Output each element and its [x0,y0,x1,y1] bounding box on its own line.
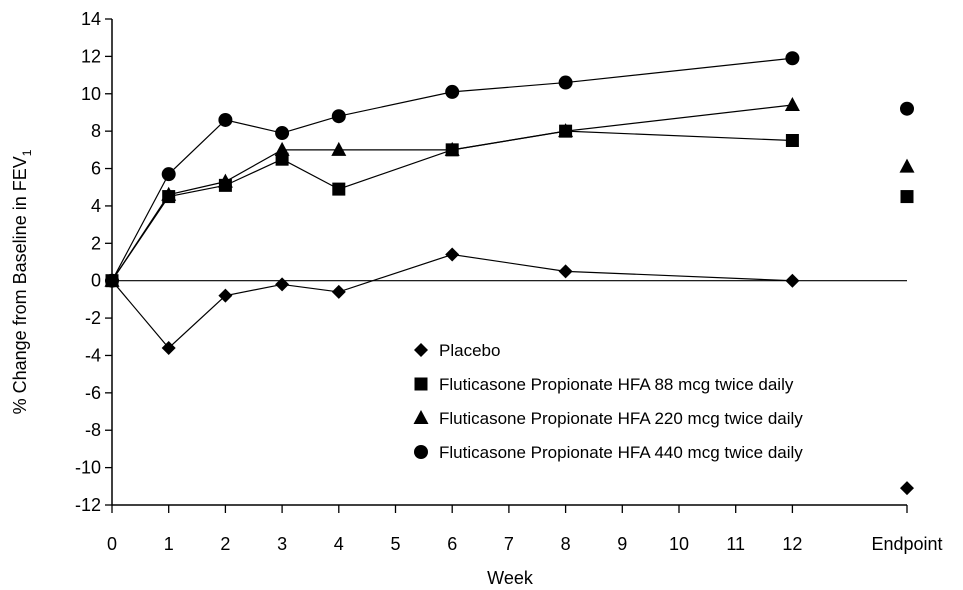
series-lines [111,57,793,349]
x-tick-label: 8 [561,534,571,554]
endpoint-point-circle [900,101,914,116]
y-tick-label: -12 [75,495,101,515]
data-point-triangle [331,141,347,156]
data-point-diamond [331,284,346,299]
legend-marker-triangle [413,410,429,424]
data-point-diamond [161,340,176,355]
x-tick-label: 1 [164,534,174,554]
x-tick-label: 7 [504,534,514,554]
legend-label: Fluticasone Propionate HFA 220 mcg twice… [439,409,803,428]
data-point-triangle [217,173,233,188]
y-axis-label-subscript: 1 [20,149,34,156]
y-axis-label: % Change from Baseline in FEV1 [10,149,34,414]
legend-marker-square [414,377,428,391]
y-tick-label: -4 [85,345,101,365]
data-point-diamond [445,247,460,262]
legend-label: Fluticasone Propionate HFA 440 mcg twice… [439,443,803,462]
data-point-circle [785,51,800,66]
y-tick-label: 12 [81,46,101,66]
legend-label: Placebo [439,341,500,360]
data-point-circle [558,75,573,90]
x-tick-label: 0 [107,534,117,554]
x-tick-label: 10 [669,534,689,554]
y-tick-label: -8 [85,420,101,440]
y-tick-label: 8 [91,121,101,141]
data-point-square [275,152,289,166]
y-tick-label: -6 [85,383,101,403]
legend: Placebo Fluticasone Propionate HFA 88 mcg… [413,341,803,462]
legend-marker-diamond [414,343,428,357]
data-point-diamond [275,277,290,292]
data-point-triangle [444,141,460,156]
data-point-square [332,182,346,196]
data-point-circle [161,167,176,182]
series-line-diamond [111,253,793,349]
y-tick-label: 0 [91,271,101,291]
y-axis-label-main: % Change from Baseline in FEV [10,156,30,414]
x-tick-label: 2 [220,534,230,554]
x-tick-label: 11 [726,534,745,554]
x-axis-label: Week [487,568,534,588]
legend-label: Fluticasone Propionate HFA 88 mcg twice … [439,375,794,394]
data-point-triangle [558,123,574,138]
x-tick-label: 4 [334,534,344,554]
x-tick-label: 6 [447,534,457,554]
x-tick-label: 12 [782,534,802,554]
x-tick-label: 3 [277,534,287,554]
x-tick-label: 9 [617,534,627,554]
data-point-circle [275,126,290,141]
y-tick-label: 2 [91,233,101,253]
x-tick-label: Endpoint [871,534,942,554]
series-line-triangle [111,104,793,282]
legend-marker-circle [414,445,428,459]
data-point-diamond [558,264,573,279]
y-tick-label: -2 [85,308,101,328]
data-point-diamond [785,273,800,288]
data-point-circle [445,84,460,99]
data-point-diamond [218,288,233,303]
data-point-circle [331,109,346,124]
data-point-circle [218,112,233,127]
endpoint-point-square [900,190,914,204]
y-tick-label: 6 [91,159,101,179]
series-line-circle [111,57,793,281]
series-markers [104,51,915,496]
data-point-square [785,134,799,147]
data-point-triangle [784,96,800,111]
y-tick-label: 10 [81,84,101,104]
data-point-triangle [161,186,177,201]
y-tick-label: 4 [91,196,101,216]
endpoint-point-diamond [900,481,914,496]
y-tick-label: 14 [81,9,101,29]
y-tick-label: -10 [75,458,101,478]
endpoint-point-triangle [899,158,915,173]
data-point-triangle [274,141,290,156]
data-point-circle [105,273,119,288]
x-tick-label: 5 [390,534,400,554]
